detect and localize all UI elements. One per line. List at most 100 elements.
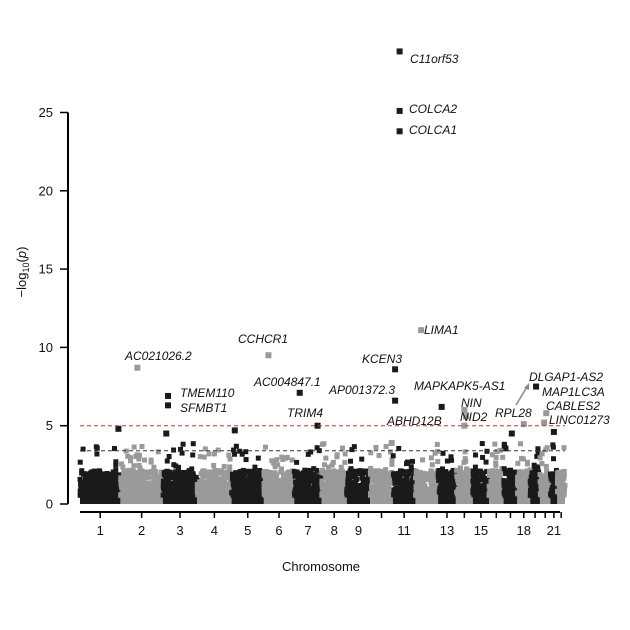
snp-point: [82, 471, 88, 477]
snp-point: [450, 482, 456, 488]
snp-point: [364, 470, 370, 476]
snp-density-band: [231, 486, 264, 504]
snp-point: [136, 452, 142, 458]
snp-density-band: [550, 486, 558, 504]
peak-point: [134, 364, 141, 371]
snp-point: [278, 479, 284, 485]
snp-point: [319, 470, 325, 476]
snp-point: [215, 447, 221, 453]
snp-point: [122, 473, 128, 479]
x-tick-label: 4: [211, 523, 218, 538]
snp-point: [488, 480, 494, 486]
snp-point: [377, 474, 383, 480]
snp-point: [233, 443, 239, 449]
snp-point: [543, 482, 549, 488]
snp-point: [183, 473, 189, 479]
snp-point: [265, 481, 271, 487]
snp-point: [224, 481, 230, 487]
snp-point: [544, 468, 550, 474]
peak-point: [296, 389, 303, 396]
snp-point: [345, 480, 351, 486]
snp-point: [375, 468, 381, 474]
snp-point: [390, 453, 396, 459]
snp-point: [131, 444, 137, 450]
snp-point: [172, 472, 178, 478]
snp-density-band: [415, 486, 439, 504]
snp-point: [410, 481, 416, 487]
snp-point: [285, 482, 291, 488]
snp-point: [519, 476, 525, 482]
snp-point: [296, 471, 302, 477]
snp-point: [404, 476, 410, 482]
snp-point: [532, 467, 538, 473]
snp-point: [381, 477, 387, 483]
snp-point: [304, 471, 310, 477]
snp-point: [487, 469, 493, 475]
snp-point: [527, 478, 533, 484]
snp-point: [231, 447, 237, 453]
snp-point: [405, 470, 411, 476]
snp-point: [555, 473, 561, 479]
snp-point: [484, 448, 490, 454]
snp-point: [522, 470, 528, 476]
snp-point: [255, 455, 261, 461]
snp-point: [557, 469, 563, 475]
snp-point: [348, 458, 354, 464]
snp-point: [550, 442, 556, 448]
snp-point: [303, 475, 309, 481]
snp-point: [462, 471, 468, 477]
snp-density-band: [162, 486, 198, 504]
snp-point: [140, 477, 146, 483]
snp-point: [370, 476, 376, 482]
snp-point: [268, 475, 274, 481]
snp-density-band: [557, 486, 565, 504]
snp-point: [275, 462, 281, 468]
snp-point: [289, 457, 295, 463]
snp-point: [153, 469, 159, 475]
snp-point: [531, 462, 537, 468]
y-tick-label: 15: [39, 262, 53, 277]
snp-point: [513, 470, 519, 476]
peak-point: [550, 428, 557, 435]
snp-point: [272, 464, 278, 470]
snp-point: [368, 469, 374, 475]
gene-label: KCEN3: [362, 352, 402, 366]
snp-point: [493, 462, 499, 468]
snp-point: [236, 482, 242, 488]
snp-point: [434, 441, 440, 447]
snp-point: [383, 443, 389, 449]
snp-point: [441, 470, 447, 476]
snp-point: [494, 449, 500, 455]
snp-point: [311, 483, 317, 489]
snp-point: [208, 481, 214, 487]
snp-point: [535, 464, 541, 470]
snp-point: [308, 473, 314, 479]
snp-point: [120, 464, 126, 470]
peak-point: [463, 413, 470, 420]
snp-point: [314, 480, 320, 486]
snp-point: [109, 471, 115, 477]
snp-point: [126, 467, 132, 473]
snp-point: [137, 475, 143, 481]
snp-point: [429, 469, 435, 475]
snp-point: [170, 480, 176, 486]
snp-point: [190, 475, 196, 481]
snp-point: [308, 449, 314, 455]
snp-point: [369, 483, 375, 489]
snp-point: [184, 477, 190, 483]
snp-point: [544, 445, 550, 451]
snp-point: [272, 472, 278, 478]
y-tick-label: 20: [39, 183, 53, 198]
snp-point: [423, 476, 429, 482]
peak-point: [165, 392, 172, 399]
snp-point: [114, 474, 120, 480]
snp-point: [371, 469, 376, 475]
snp-point: [183, 481, 189, 487]
snp-point: [200, 478, 206, 484]
points-layer: [77, 48, 568, 504]
snp-point: [348, 480, 354, 486]
snp-point: [543, 477, 549, 483]
snp-point: [503, 471, 509, 477]
snp-point: [472, 464, 478, 470]
snp-point: [137, 465, 143, 471]
